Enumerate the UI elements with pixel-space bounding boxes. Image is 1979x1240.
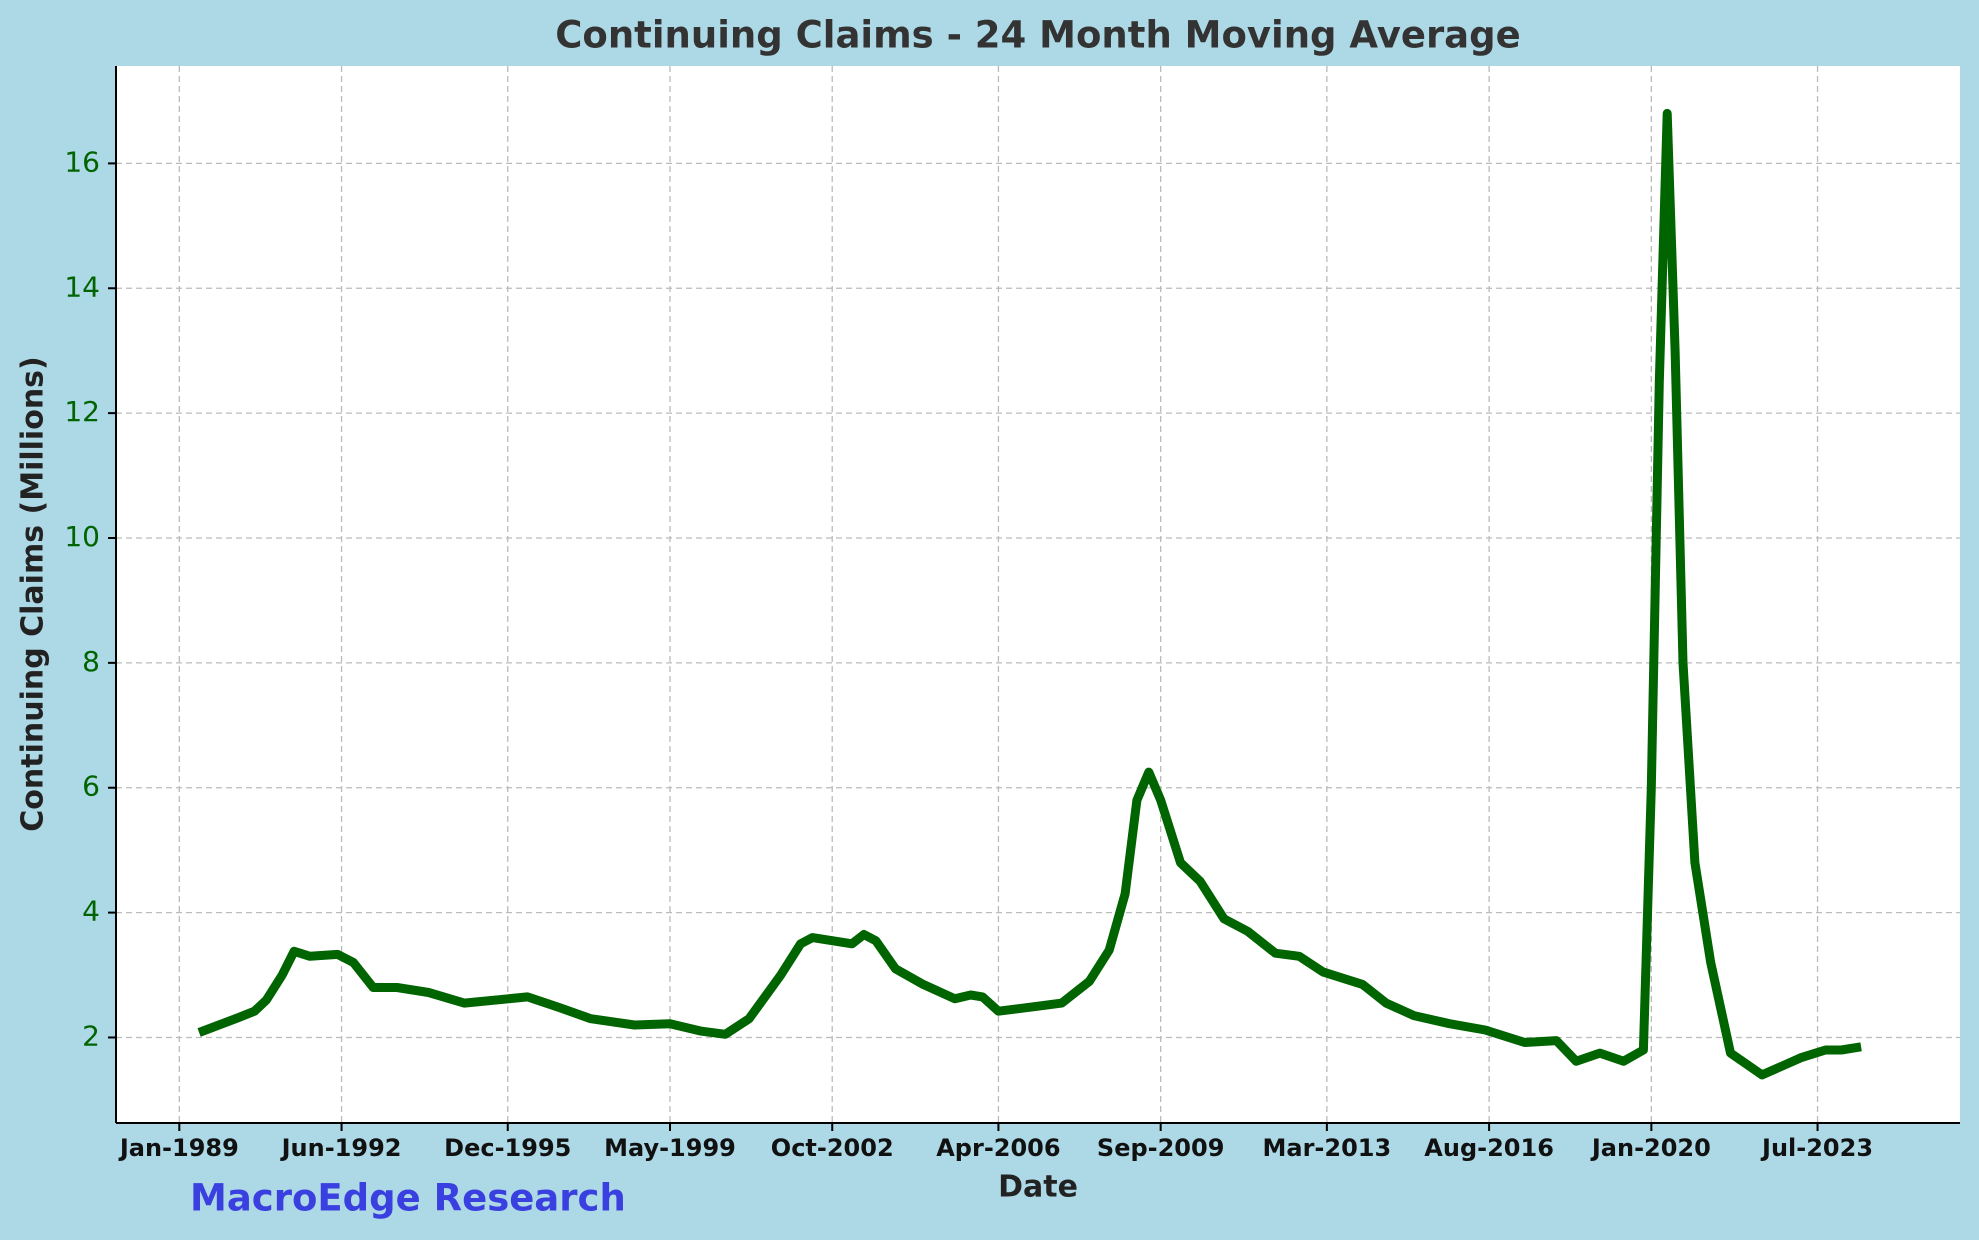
grid [116, 66, 1960, 1123]
x-tick-label: Mar-2013 [1263, 1134, 1392, 1162]
x-tick-label: Jan-1989 [118, 1134, 239, 1162]
x-tick-label: Jul-2023 [1760, 1134, 1873, 1162]
x-tick-label: Apr-2006 [936, 1134, 1060, 1162]
x-axis-label: Date [998, 1170, 1078, 1205]
y-tick-label: 16 [64, 145, 100, 178]
data-line [197, 108, 1862, 1080]
x-tick-label: Jan-2020 [1590, 1134, 1711, 1162]
chart-title: Continuing Claims - 24 Month Moving Aver… [555, 14, 1520, 57]
x-tick-label: Jun-1992 [280, 1134, 402, 1162]
y-tick-label: 10 [64, 520, 100, 553]
watermark: MacroEdge Research [190, 1177, 626, 1220]
x-tick-label: May-1999 [604, 1134, 736, 1162]
x-tick-label: Aug-2016 [1424, 1134, 1554, 1162]
marks [197, 108, 1862, 1080]
y-tick-label: 2 [82, 1019, 100, 1052]
y-tick-label: 8 [82, 645, 100, 678]
x-tick-label: Sep-2009 [1097, 1134, 1225, 1162]
x-tick-label: Dec-1995 [444, 1134, 571, 1162]
y-tick-label: 14 [64, 270, 100, 303]
y-tick-label: 4 [82, 895, 100, 928]
x-tick-label: Oct-2002 [771, 1134, 894, 1162]
y-axis-label: Continuing Claims (Millions) [16, 356, 51, 832]
y-tick-label: 6 [82, 770, 100, 803]
y-tick-label: 12 [64, 395, 100, 428]
